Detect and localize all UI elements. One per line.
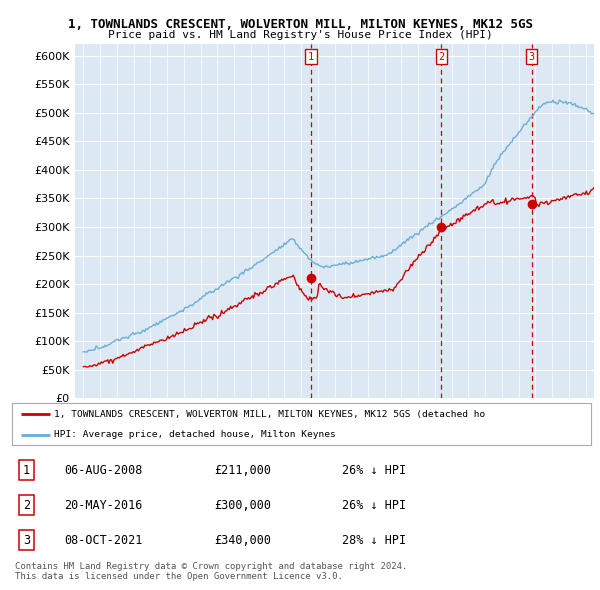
Text: 28% ↓ HPI: 28% ↓ HPI	[342, 533, 406, 546]
Text: 3: 3	[23, 533, 30, 546]
Text: 2: 2	[438, 52, 445, 62]
Text: This data is licensed under the Open Government Licence v3.0.: This data is licensed under the Open Gov…	[15, 572, 343, 581]
Text: 1, TOWNLANDS CRESCENT, WOLVERTON MILL, MILTON KEYNES, MK12 5GS (detached ho: 1, TOWNLANDS CRESCENT, WOLVERTON MILL, M…	[53, 410, 485, 419]
Text: 1: 1	[308, 52, 314, 62]
Text: Contains HM Land Registry data © Crown copyright and database right 2024.: Contains HM Land Registry data © Crown c…	[15, 562, 407, 571]
Text: 20-MAY-2016: 20-MAY-2016	[64, 499, 142, 512]
Text: 06-AUG-2008: 06-AUG-2008	[64, 464, 142, 477]
Text: £300,000: £300,000	[215, 499, 272, 512]
Text: 1, TOWNLANDS CRESCENT, WOLVERTON MILL, MILTON KEYNES, MK12 5GS: 1, TOWNLANDS CRESCENT, WOLVERTON MILL, M…	[67, 18, 533, 31]
Text: 26% ↓ HPI: 26% ↓ HPI	[342, 499, 406, 512]
Text: 3: 3	[529, 52, 535, 62]
Text: Price paid vs. HM Land Registry's House Price Index (HPI): Price paid vs. HM Land Registry's House …	[107, 30, 493, 40]
Text: 1: 1	[23, 464, 30, 477]
Text: 08-OCT-2021: 08-OCT-2021	[64, 533, 142, 546]
Text: HPI: Average price, detached house, Milton Keynes: HPI: Average price, detached house, Milt…	[53, 430, 335, 440]
Text: 26% ↓ HPI: 26% ↓ HPI	[342, 464, 406, 477]
Text: £340,000: £340,000	[215, 533, 272, 546]
Text: 2: 2	[23, 499, 30, 512]
Text: £211,000: £211,000	[215, 464, 272, 477]
